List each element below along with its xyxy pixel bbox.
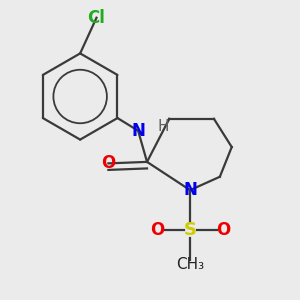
Text: CH₃: CH₃ <box>176 257 204 272</box>
Text: H: H <box>158 119 169 134</box>
Text: N: N <box>131 122 145 140</box>
Text: Cl: Cl <box>88 9 105 27</box>
Text: N: N <box>183 181 197 199</box>
Text: O: O <box>150 221 165 239</box>
Text: S: S <box>184 221 196 239</box>
Text: O: O <box>101 154 116 172</box>
Text: O: O <box>216 221 230 239</box>
